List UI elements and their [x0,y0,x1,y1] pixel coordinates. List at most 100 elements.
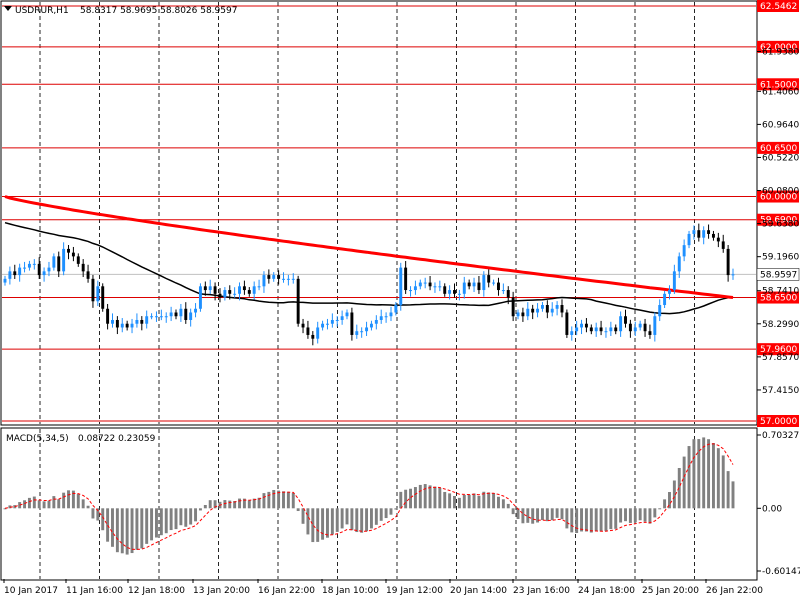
level-tag [757,291,799,304]
macd-signal-line [4,443,734,550]
candle-body [272,275,276,279]
candle-body [238,286,241,294]
macd-bar [379,508,383,521]
candle-body [106,308,110,324]
candle-body [154,316,158,318]
macd-bar [374,508,378,525]
candle-body [150,316,154,318]
candle-body [716,237,720,242]
macd-bar [71,490,75,509]
macd-bar [663,499,667,509]
symbol-timeframe: USDRUR,H1 [15,6,69,16]
macd-bar [540,508,544,521]
level-tag-label: 60.0000 [760,193,797,203]
macd-bar [589,508,593,533]
candle-body [32,263,36,265]
macd-bar [81,499,85,509]
macd-bar [384,508,388,519]
candle-body [360,331,364,333]
macd-tick-label: 0.70327 [762,431,799,441]
price-tick-label: 60.0800 [762,187,799,197]
candle-body [86,271,90,279]
macd-bar [262,493,266,509]
candle-body [291,278,295,280]
candle-body [311,334,315,339]
macd-bar [252,498,256,509]
macd-bar [223,500,227,509]
grid [39,2,695,579]
candle-body [130,323,134,328]
candle-body [42,271,46,276]
candle-body [453,290,456,294]
candle-body [448,290,452,294]
time-tick-label: 12 Jan 18:00 [128,586,185,596]
macd-bar [91,508,95,519]
macd-bar [457,497,461,509]
candle-body [262,275,266,287]
macd-bar [13,505,17,509]
macd-bar [120,508,124,554]
macd-bar [526,508,530,523]
macd-bar [23,500,27,509]
candle-body [169,312,173,317]
candle-body [282,278,285,280]
price-panel[interactable] [0,0,758,426]
macd-bar [492,493,496,509]
macd-bar [628,508,632,523]
candle-body [707,230,711,234]
candle-body [555,305,559,309]
level-tag [757,78,799,91]
chart-menu-triangle-icon[interactable] [4,6,12,11]
candle-body [252,286,256,294]
level-tag-label: 62.0000 [760,43,797,53]
candle-body [472,282,476,287]
time-tick-label: 20 Jan 14:00 [450,586,507,596]
candle-body [394,305,398,313]
candle-body [91,278,95,302]
macd-bar [365,508,369,532]
macd-bar [404,489,408,509]
macd-tick-label: 0.00 [762,504,782,514]
macd-bar [536,508,540,523]
macd-bar [345,508,349,525]
macd-bar [238,498,241,509]
macd-bar [111,508,114,547]
candle-body [18,267,22,276]
candle-body [301,323,305,328]
macd-bar [550,508,554,521]
macd-bar [96,508,100,521]
candle-body [677,256,681,272]
candle-body [257,286,261,288]
macd-bar [668,492,671,509]
macd-bar [316,508,320,542]
candle-body [531,308,535,313]
macd-bar [115,508,119,553]
macd-bar [350,508,354,531]
macd-bar [472,493,476,509]
macd-bar [145,508,149,544]
candle-body [477,282,481,291]
time-tick-label: 24 Jan 18:00 [578,586,635,596]
macd-bar [101,508,105,531]
level-tag-label: 57.9600 [760,345,797,355]
macd-bar [301,508,305,524]
macd-bar [614,508,618,529]
candle-body [179,308,183,317]
macd-bar [428,485,432,509]
candle-body [584,323,588,328]
candle-body [247,290,251,294]
candle-body [540,305,544,309]
macd-bar [213,500,217,509]
ma-slow-line [4,195,734,299]
candle-body [174,312,178,317]
macd-bar [687,446,691,509]
macd-bar [521,508,525,524]
macd-bar [409,488,412,509]
macd-bar [296,508,300,512]
macd-bar [624,508,627,522]
candle-body [228,290,232,294]
macd-panel[interactable] [0,427,758,581]
macd-values: 0.08722 0.23059 [78,434,156,444]
